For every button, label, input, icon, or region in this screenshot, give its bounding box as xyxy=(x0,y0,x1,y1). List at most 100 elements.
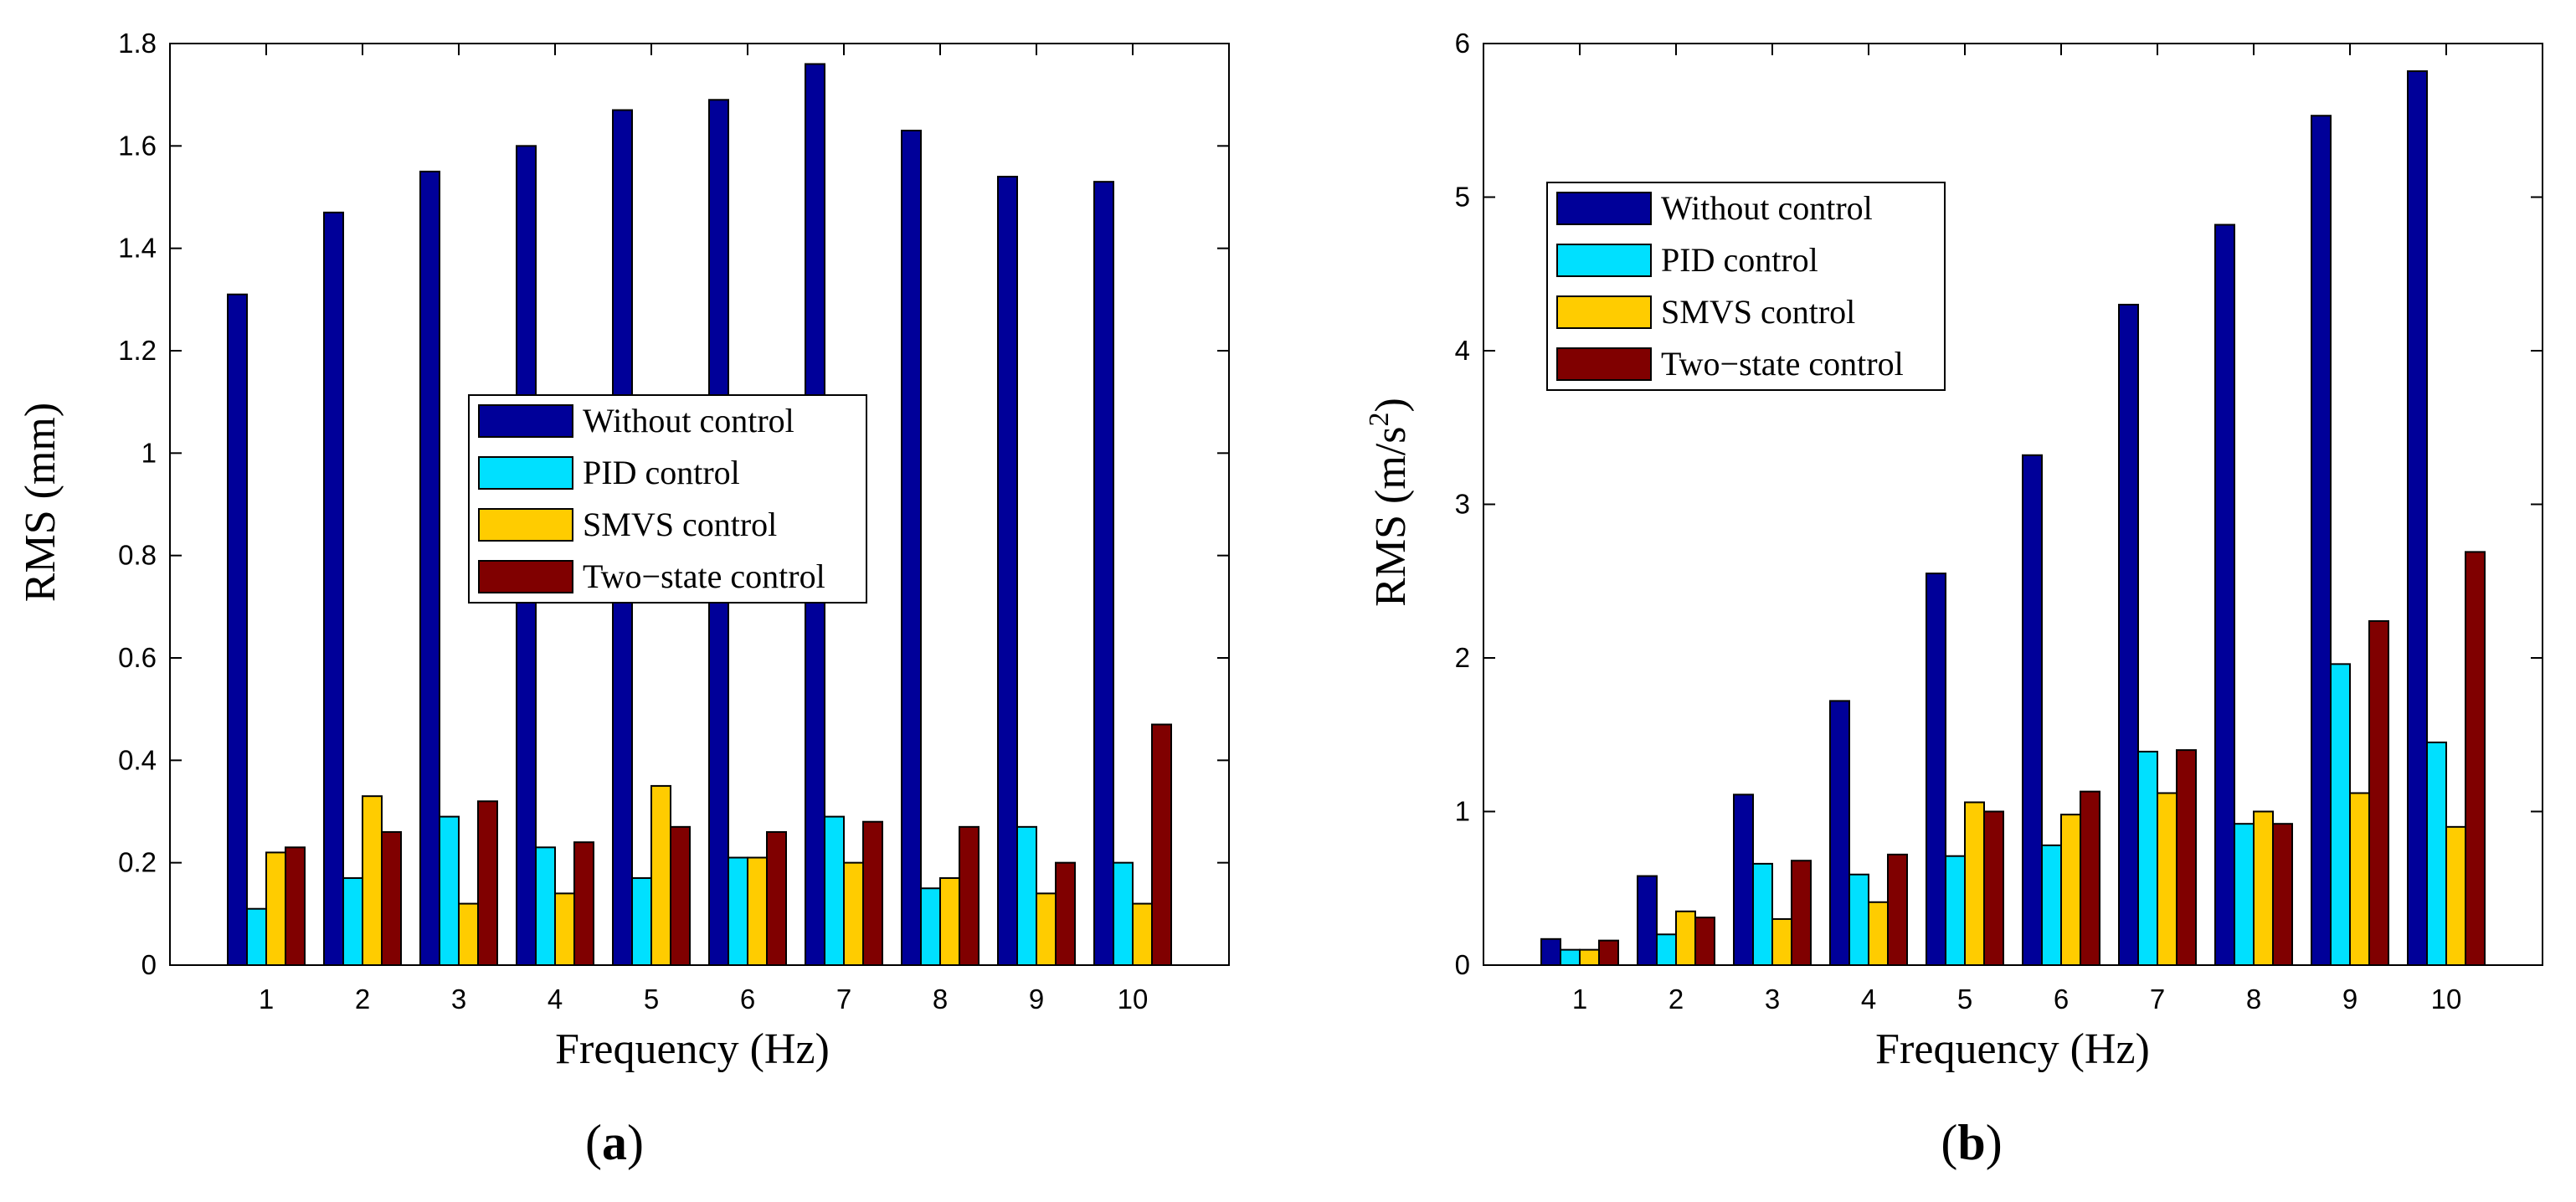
legend-swatch xyxy=(478,404,573,438)
bar xyxy=(2214,223,2235,966)
bar xyxy=(2445,825,2466,966)
y-tick-label: 6 xyxy=(1455,28,1470,59)
legend-swatch xyxy=(478,508,573,542)
x-tick-label: 10 xyxy=(1118,984,1149,1015)
bar xyxy=(1132,902,1153,966)
bar xyxy=(1016,825,1037,966)
bar xyxy=(2041,844,2062,966)
y-tick-label: 1 xyxy=(141,437,157,468)
bar xyxy=(265,851,286,966)
bar xyxy=(2311,115,2332,967)
bar xyxy=(1036,892,1057,966)
bar xyxy=(728,856,748,967)
x-tick-label: 8 xyxy=(933,984,948,1015)
bar xyxy=(1868,901,1889,967)
y-tick-label: 3 xyxy=(1455,489,1470,520)
x-axis-title: Frequency (Hz) xyxy=(555,1025,830,1073)
bar xyxy=(901,129,922,967)
bar xyxy=(1151,723,1172,967)
bar xyxy=(1848,873,1869,966)
chart-panel-a: 0 0.2 0.4 0.6 0.8 1 1.2 1.4 1.6 1.8 1 2 3 4 5 6 7 8 9 10 Fre… xyxy=(17,28,1230,1170)
legend-label: SMVS control xyxy=(583,506,777,543)
y-tick-label: 5 xyxy=(1455,182,1470,213)
bar xyxy=(1983,810,2004,966)
y-axis-title: RMS (m/s2) xyxy=(1364,398,1415,607)
bar xyxy=(1771,917,1792,966)
bar xyxy=(477,800,498,967)
x-tick-label: 2 xyxy=(355,984,370,1015)
x-tick-label: 3 xyxy=(451,984,466,1015)
bar xyxy=(2118,303,2139,966)
bar xyxy=(2234,823,2255,966)
bar xyxy=(1791,860,1812,966)
bar xyxy=(1113,861,1134,967)
bar xyxy=(2060,814,2081,966)
y-tick-label: 1.2 xyxy=(118,335,157,366)
y-tick-label: 2 xyxy=(1455,642,1470,673)
x-tick-label: 4 xyxy=(1861,984,1876,1015)
x-tick-label: 1 xyxy=(1572,984,1587,1015)
series-two-state-control xyxy=(1598,551,2486,967)
bar xyxy=(747,856,768,967)
bar xyxy=(2080,790,2100,967)
y-axis-title: RMS (mm) xyxy=(17,403,64,602)
series-pid-control xyxy=(1560,663,2447,967)
series-without-control xyxy=(1540,70,2428,967)
legend-swatch xyxy=(1556,244,1652,277)
legend-label: Without control xyxy=(583,402,794,439)
y-tick-label: 0.4 xyxy=(118,744,157,775)
bar xyxy=(1752,862,1773,967)
bar xyxy=(2157,792,2178,966)
bar xyxy=(2022,454,2043,966)
bar xyxy=(227,293,248,967)
y-tick-label: 1 xyxy=(1455,796,1470,827)
bar xyxy=(2426,741,2447,966)
legend-label: Without control xyxy=(1661,189,1873,227)
x-tick-label: 6 xyxy=(740,984,755,1015)
bar xyxy=(1637,875,1658,966)
bar xyxy=(2176,749,2197,966)
x-axis-title: Frequency (Hz) xyxy=(1875,1025,2150,1073)
y-tick-label: 0.2 xyxy=(118,847,157,878)
x-tick-label: 9 xyxy=(1029,984,1044,1015)
panel-label: (b) xyxy=(1941,1115,2002,1170)
series-smvs-control xyxy=(265,784,1153,967)
legend-label: PID control xyxy=(1661,241,1818,279)
bar xyxy=(2330,663,2351,967)
x-tick-label: 4 xyxy=(548,984,563,1015)
bar xyxy=(1945,855,1966,966)
bar xyxy=(1926,573,1946,967)
bar xyxy=(362,795,383,967)
bar xyxy=(1540,937,1561,967)
bar xyxy=(2368,619,2389,967)
bar xyxy=(2272,823,2293,966)
bar xyxy=(573,841,594,967)
bar xyxy=(2349,792,2370,966)
legend: Without control PID control SMVS control Tw… xyxy=(1546,182,1946,391)
x-tick-label: 7 xyxy=(836,984,851,1015)
y-tick-label: 0.8 xyxy=(118,540,157,571)
x-tick-label: 8 xyxy=(2246,984,2261,1015)
legend-label: PID control xyxy=(583,454,740,491)
chart-panel-b: 0 1 2 3 4 5 6 1 2 3 4 5 6 7 8 9 10 Frequency (Hz) RMS (m/s… xyxy=(1364,28,2543,1170)
bar xyxy=(246,907,267,966)
x-tick-label: 7 xyxy=(2150,984,2165,1015)
bar xyxy=(1733,794,1754,966)
legend-swatch xyxy=(1556,347,1652,381)
x-tick-label: 5 xyxy=(644,984,659,1015)
bar xyxy=(1579,948,1600,967)
bar xyxy=(554,892,575,966)
bar xyxy=(670,825,691,966)
bar xyxy=(1093,181,1114,966)
bar xyxy=(997,176,1018,966)
y-tick-label: 1.6 xyxy=(118,130,157,161)
legend-swatch xyxy=(478,560,573,593)
bar xyxy=(1964,801,1985,966)
y-tick-label: 0 xyxy=(1455,949,1470,980)
bar xyxy=(323,211,344,967)
legend-swatch xyxy=(478,456,573,490)
legend-label: Two−state control xyxy=(583,557,825,595)
bar xyxy=(766,830,787,966)
legend-label: SMVS control xyxy=(1661,293,1855,331)
bar xyxy=(458,902,479,966)
